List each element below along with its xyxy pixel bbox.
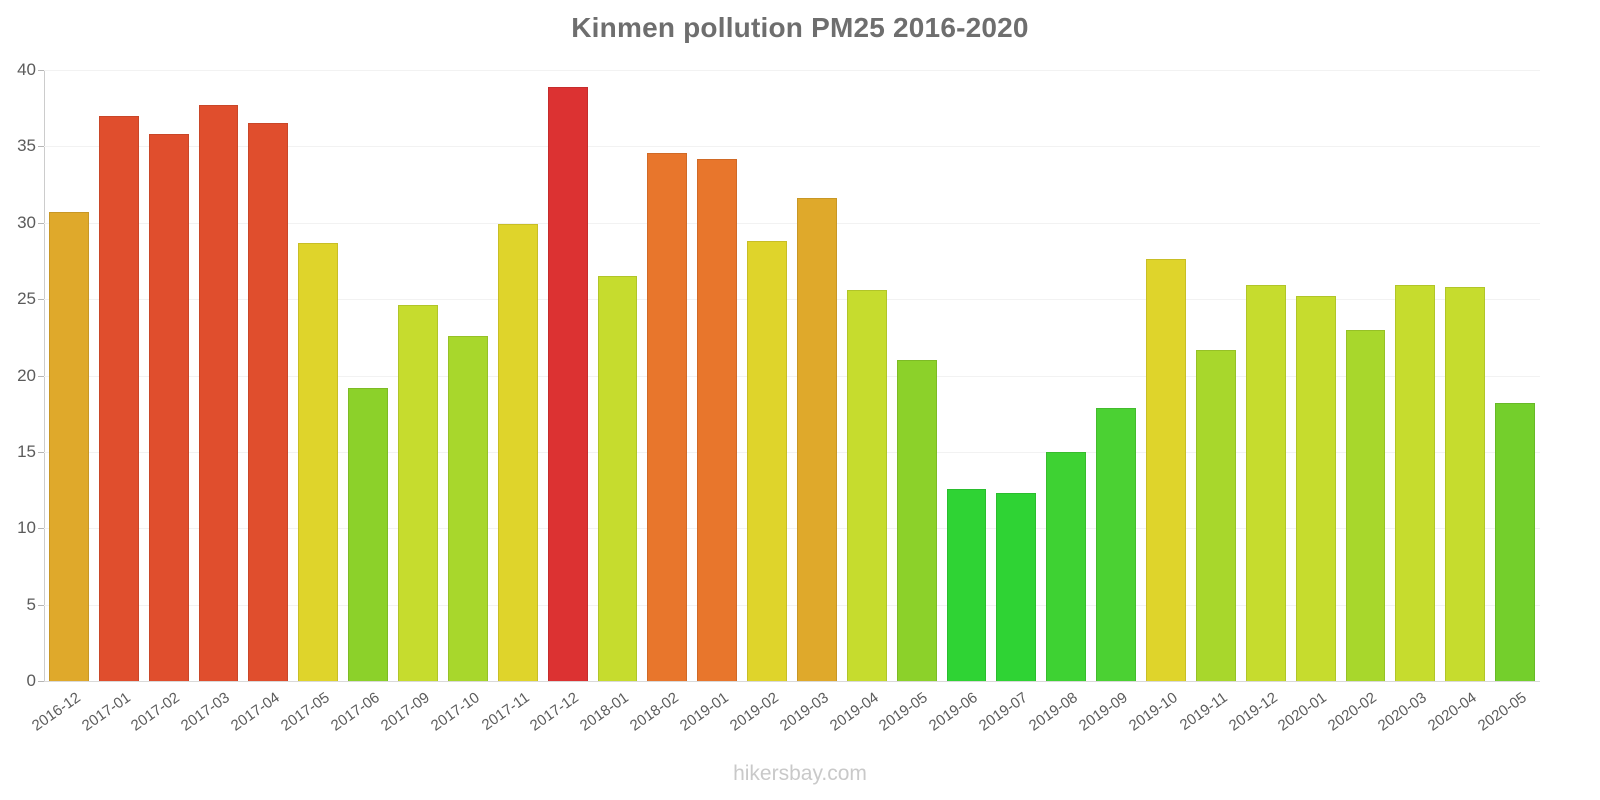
y-tick-label: 20 (17, 365, 36, 385)
bar[interactable] (1245, 285, 1286, 681)
y-tick-mark (38, 222, 45, 224)
bar[interactable] (148, 134, 189, 681)
y-axis-labels: 0 5 10 15 20 25 30 35 40 (0, 60, 45, 690)
page-title: Kinmen pollution PM25 2016-2020 (571, 12, 1029, 43)
x-tick-label: 2019-06 (926, 689, 982, 735)
x-tick-label: 2017-10 (427, 689, 483, 735)
bar[interactable] (747, 241, 787, 681)
bar[interactable] (1046, 451, 1087, 681)
bar[interactable] (1096, 407, 1137, 681)
x-tick-label: 2019-01 (676, 689, 732, 735)
x-tick-label: 2018-01 (577, 689, 633, 735)
bar[interactable] (846, 289, 887, 681)
y-tick-label: 15 (17, 441, 36, 461)
y-tick-mark (38, 70, 45, 71)
gridline (44, 604, 1540, 606)
x-tick-label: 2020-01 (1275, 689, 1331, 735)
y-tick-mark (38, 375, 45, 377)
bar[interactable] (547, 86, 588, 681)
x-tick-label: 2019-03 (776, 689, 832, 735)
x-tick-label: 2016-12 (28, 689, 84, 735)
gridline (44, 681, 1540, 682)
x-tick-label: 2020-04 (1424, 689, 1480, 735)
y-tick-mark (38, 681, 45, 682)
x-tick-label: 2019-10 (1125, 689, 1181, 735)
bar[interactable] (447, 335, 488, 681)
y-tick-label: 10 (17, 518, 36, 538)
bar[interactable] (996, 493, 1037, 681)
bar[interactable] (597, 276, 638, 681)
y-tick-mark (38, 528, 45, 530)
bar[interactable] (298, 242, 339, 681)
x-tick-label: 2019-02 (726, 689, 782, 735)
x-tick-label: 2018-02 (627, 689, 682, 735)
x-tick-label: 2017-09 (377, 689, 433, 735)
bar[interactable] (896, 360, 937, 681)
bar[interactable] (348, 387, 389, 681)
bar[interactable] (198, 105, 239, 681)
y-tick-mark (38, 604, 45, 606)
y-tick-label: 30 (17, 212, 36, 232)
x-tick-label: 2019-05 (876, 689, 932, 735)
bar[interactable] (98, 115, 139, 681)
y-tick-mark (38, 451, 45, 453)
bar[interactable] (48, 212, 89, 681)
y-tick-label: 35 (17, 136, 36, 156)
x-axis-labels: 2016-12 2017-01 2017-02 2017-03 2017-04 2017-… (29, 681, 1540, 761)
gridline (44, 528, 1540, 530)
x-tick-label: 2017-02 (128, 689, 184, 735)
bar[interactable] (1195, 349, 1236, 681)
bar[interactable] (697, 158, 738, 681)
bar[interactable] (398, 305, 438, 681)
y-tick-label: 40 (17, 60, 36, 79)
bar[interactable] (1295, 296, 1336, 681)
bar[interactable] (1395, 285, 1436, 681)
x-tick-label: 2019-08 (1026, 689, 1081, 735)
y-tick-mark (38, 299, 45, 301)
x-tick-label: 2020-03 (1375, 689, 1430, 735)
x-tick-label: 2019-07 (976, 689, 1031, 735)
x-tick-label: 2017-03 (178, 689, 234, 735)
y-tick-label: 0 (26, 671, 36, 690)
x-tick-label: 2017-05 (278, 689, 333, 735)
x-tick-label: 2019-09 (1075, 689, 1131, 735)
y-tick-label: 25 (17, 289, 36, 309)
x-tick-label: 2020-05 (1474, 689, 1530, 735)
bar[interactable] (1345, 329, 1386, 681)
source-watermark: hikersbay.com (733, 762, 867, 785)
x-tick-label: 2017-01 (78, 689, 134, 735)
bar[interactable] (946, 488, 987, 681)
gridline (44, 222, 1540, 224)
x-tick-label: 2017-04 (228, 689, 283, 735)
gridline (44, 451, 1540, 453)
x-tick-label: 2019-04 (826, 689, 882, 735)
x-tick-label: 2017-12 (527, 689, 583, 735)
bar[interactable] (796, 198, 837, 681)
gridline (44, 299, 1540, 301)
x-tick-label: 2017-06 (327, 689, 383, 735)
bar[interactable] (647, 152, 688, 681)
y-tick-label: 5 (26, 594, 36, 614)
x-tick-label: 2019-12 (1225, 689, 1281, 735)
gridline (44, 70, 1540, 71)
bar[interactable] (1495, 403, 1535, 681)
bar[interactable] (1445, 286, 1486, 681)
x-tick-label: 2019-11 (1176, 689, 1231, 734)
gridline (44, 146, 1540, 148)
bar[interactable] (248, 123, 289, 681)
gridline (44, 375, 1540, 377)
bar[interactable] (1146, 259, 1186, 681)
x-tick-label: 2017-11 (478, 689, 533, 734)
bar[interactable] (497, 224, 538, 681)
y-tick-mark (38, 146, 45, 148)
plot-area (44, 70, 1540, 682)
x-tick-label: 2020-02 (1325, 689, 1381, 735)
